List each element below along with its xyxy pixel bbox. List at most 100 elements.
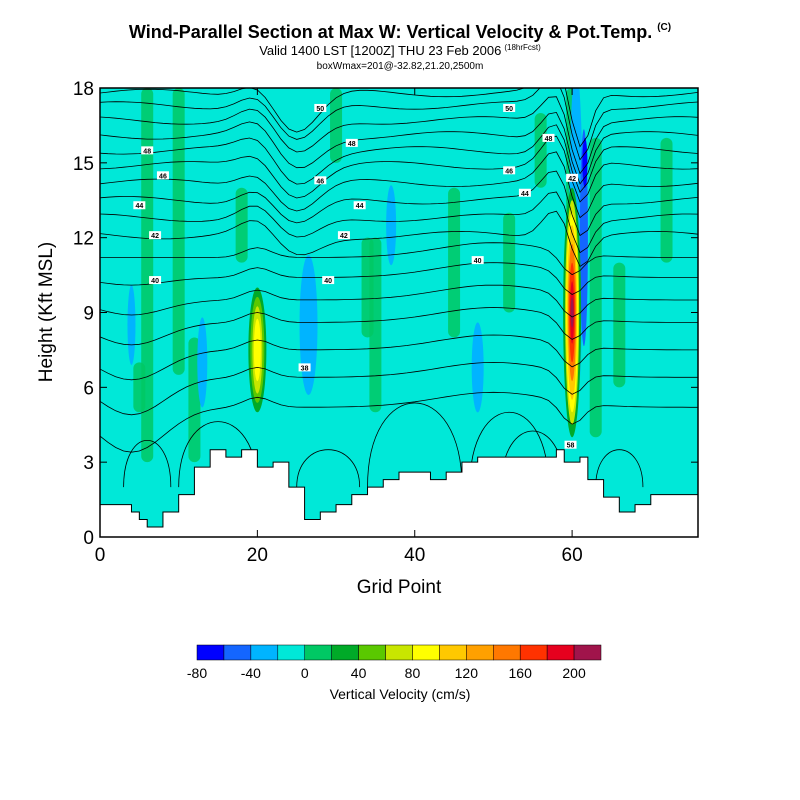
- colorbar-tick-label: 80: [405, 665, 421, 681]
- theta-contour-lower: [100, 361, 698, 416]
- contour-label-box: [503, 166, 516, 175]
- x-axis-label: Grid Point: [357, 577, 442, 598]
- updraft-core-ring: [253, 318, 261, 382]
- colorbar-tick-label: 160: [509, 665, 533, 681]
- contour-label: 46: [316, 178, 324, 185]
- contour-label-box: [503, 103, 516, 112]
- theta-contour-dome: [367, 402, 463, 488]
- corner-tag: (C): [657, 22, 672, 33]
- contour-label-box: [471, 256, 484, 265]
- theta-contour-dome: [123, 439, 172, 488]
- theta-contour-upper: [100, 135, 698, 203]
- theta-contour-upper: [100, 210, 698, 267]
- theta-contour-upper: [100, 88, 698, 148]
- contour-label: 44: [521, 191, 529, 198]
- y-axis-label: Height (Kft MSL): [36, 242, 57, 382]
- weak-updraft-streak: [589, 137, 602, 438]
- theta-contour-lower: [100, 307, 698, 346]
- contour-label: 50: [505, 106, 513, 113]
- contour-label-box: [337, 231, 350, 240]
- colorbar-swatch: [358, 644, 386, 661]
- colorbar-swatch: [250, 644, 279, 661]
- contour-label: 42: [568, 176, 576, 183]
- forecast-tag: (18hrFcst): [504, 43, 541, 52]
- chart-title: Wind-Parallel Section at Max W: Vertical…: [128, 22, 672, 42]
- colorbar-swatch: [223, 644, 252, 661]
- contour-label: 48: [348, 141, 356, 148]
- weak-updraft-streak: [448, 187, 461, 338]
- theta-contour-upper: [100, 124, 698, 193]
- contour-label: 38: [301, 365, 309, 372]
- contour-label-box: [345, 138, 358, 147]
- contour-label: 40: [151, 278, 159, 285]
- downdraft-cell: [197, 317, 208, 408]
- downdraft-cell: [471, 322, 484, 413]
- x-tick-label: 20: [247, 545, 268, 566]
- contour-label: 40: [474, 258, 482, 265]
- contour-label: 42: [151, 233, 159, 240]
- colorbar-tick-label: 40: [351, 665, 367, 681]
- contour-label-box: [149, 276, 162, 285]
- contour-label-box: [566, 173, 579, 182]
- theta-contour-upper: [100, 191, 698, 254]
- contour-label: 44: [356, 203, 364, 210]
- contour-label: 40: [324, 278, 332, 285]
- theta-contour-lower: [100, 284, 698, 318]
- colorbar-swatch: [277, 644, 305, 661]
- downdraft-cell: [386, 185, 397, 266]
- weak-updraft-streak: [330, 88, 343, 163]
- colorbar-label: Vertical Velocity (cm/s): [330, 686, 471, 702]
- downdraft-cell: [127, 284, 136, 365]
- terrain-mask: [99, 449, 699, 538]
- velocity-shading: [127, 88, 673, 463]
- theta-contour-dome: [296, 449, 361, 488]
- downdraft-peak: [582, 137, 588, 188]
- contour-label-box: [542, 133, 555, 142]
- contour-label: 42: [340, 233, 348, 240]
- weak-updraft-streak: [613, 262, 626, 388]
- colorbar-swatch: [546, 644, 575, 661]
- y-tick-label: 6: [83, 378, 94, 399]
- colorbar-swatch: [466, 644, 494, 661]
- colorbar-swatch: [573, 644, 602, 661]
- contour-label-box: [314, 176, 327, 185]
- weak-updraft-streak: [172, 88, 185, 375]
- theta-contour-lower: [100, 391, 698, 453]
- contour-label-box: [141, 146, 154, 155]
- contour-label-box: [298, 363, 311, 372]
- theta-contour-lower: [100, 242, 698, 276]
- theta-contour-dome: [469, 412, 549, 488]
- colorbar-swatch: [196, 644, 225, 661]
- colorbar-swatch: [493, 644, 521, 661]
- contour-label: 58: [567, 443, 575, 450]
- x-tick-label: 0: [95, 545, 106, 566]
- x-tick-label: 40: [404, 545, 425, 566]
- colorbar-swatch: [385, 644, 413, 661]
- contour-label-box: [564, 440, 577, 449]
- theta-contour-upper: [100, 96, 698, 175]
- contour-label-box: [518, 188, 531, 197]
- weak-updraft-streak: [503, 212, 516, 313]
- y-axis: 0 3 6 9 12 15 18: [73, 79, 698, 549]
- colorbar-tick-label: -40: [241, 665, 261, 681]
- colorbar-tick-label: 120: [455, 665, 479, 681]
- y-tick-label: 3: [83, 453, 94, 474]
- weak-updraft-streak: [534, 112, 547, 188]
- colorbar-swatch: [519, 644, 548, 661]
- plot-background: [100, 88, 698, 537]
- colorbar-tick-label: 200: [562, 665, 586, 681]
- contour-label-box: [314, 103, 327, 112]
- contour-label: 50: [316, 106, 324, 113]
- weak-updraft-streak: [235, 187, 248, 263]
- contour-label-box: [156, 171, 169, 180]
- theta-contour-upper: [100, 88, 698, 161]
- theta-contour-lower: [100, 334, 698, 381]
- x-axis: 0 20 40 60: [95, 88, 583, 566]
- y-tick-label: 9: [83, 304, 94, 325]
- theta-contour-dome: [595, 449, 644, 488]
- downdraft-cell: [299, 254, 318, 395]
- contour-label: 48: [143, 148, 151, 155]
- contour-label-box: [133, 201, 146, 210]
- y-tick-label: 0: [83, 528, 94, 549]
